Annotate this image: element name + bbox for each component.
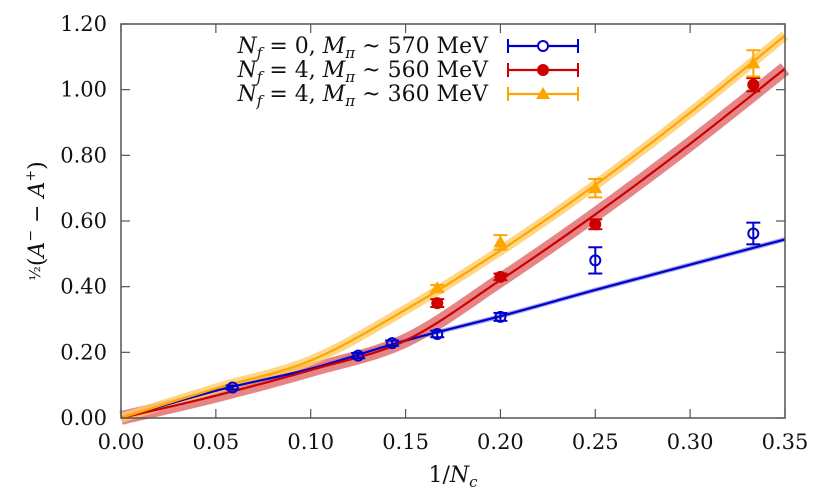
fit-curve — [120, 238, 786, 420]
data-points — [225, 49, 761, 394]
data-point — [430, 281, 445, 294]
data-point — [588, 177, 603, 199]
x-tick-label: 0.00 — [98, 430, 145, 454]
svg-text:Nf = 0, Mπ ~ 570 MeV: Nf = 0, Mπ ~ 570 MeV — [237, 34, 490, 62]
data-point — [430, 297, 445, 310]
legend-item: Nf = 4, Mπ ~ 560 MeV — [237, 58, 579, 86]
data-point — [351, 349, 366, 362]
y-axis-ticks: 0.00 0.20 0.40 0.60 0.80 1.00 1.20 — [60, 12, 785, 430]
svg-text:½(A− − A+): ½(A− − A+) — [23, 161, 50, 280]
data-point — [588, 246, 603, 275]
x-tick-label: 0.35 — [762, 430, 809, 454]
x-tick-label: 0.20 — [477, 430, 524, 454]
fit-curve — [120, 67, 786, 420]
data-point — [588, 218, 603, 231]
y-tick-label: 0.80 — [60, 143, 107, 167]
x-tick-label: 0.10 — [287, 430, 334, 454]
x-tick-label: 0.25 — [572, 430, 619, 454]
svg-text:Nf = 4, Mπ ~ 560 MeV: Nf = 4, Mπ ~ 560 MeV — [237, 58, 490, 86]
svg-text:1/Nc: 1/Nc — [428, 463, 478, 491]
legend-item: Nf = 4, Mπ ~ 360 MeV — [237, 82, 579, 110]
data-point — [746, 221, 761, 246]
data-point — [493, 310, 508, 323]
y-tick-label: 1.20 — [60, 12, 107, 36]
y-tick-label: 0.20 — [60, 340, 107, 364]
data-point — [493, 234, 508, 251]
x-axis-title: 1/Nc — [428, 463, 478, 491]
data-point — [493, 270, 508, 283]
y-tick-label: 1.00 — [60, 78, 107, 102]
x-tick-label: 0.30 — [667, 430, 714, 454]
data-point — [746, 49, 761, 78]
y-axis-title: ½(A− − A+) — [23, 161, 50, 280]
x-axis-ticks: 0.00 0.05 0.10 0.15 0.20 0.25 0.30 0.35 — [98, 24, 809, 454]
data-point — [430, 327, 445, 340]
x-tick-label: 0.05 — [192, 430, 239, 454]
data-point — [746, 77, 761, 93]
y-tick-label: 0.60 — [60, 209, 107, 233]
legend-item: Nf = 0, Mπ ~ 570 MeV — [237, 34, 579, 62]
svg-text:Nf = 4, Mπ ~ 360 MeV: Nf = 4, Mπ ~ 360 MeV — [237, 82, 490, 110]
y-tick-label: 0.40 — [60, 275, 107, 299]
data-point — [385, 337, 400, 350]
data-point — [225, 381, 240, 394]
y-tick-label: 0.00 — [60, 406, 107, 430]
x-tick-label: 0.15 — [382, 430, 429, 454]
